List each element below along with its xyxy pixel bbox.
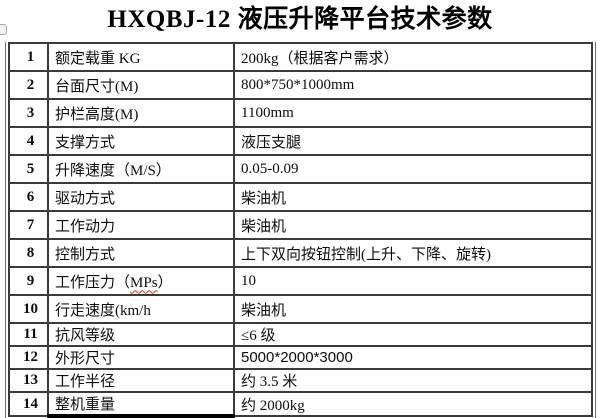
spec-name-cell: 抗风等级 [47,322,235,347]
spec-name-cell: 工作压力（MPs） [47,266,235,296]
spec-name-cell: 整机重量 [47,391,235,418]
table-row: 9 工作压力（MPs） 10 [8,266,593,296]
spec-name-cell: 支撑方式 [47,126,235,156]
spec-name-cell: 工作动力 [47,210,235,240]
row-number-cell: 10 [8,294,49,324]
spec-value-cell: 柴油机 [233,182,593,212]
table-row: 14 整机重量 约 2000kg [8,391,593,418]
table-row: 11 抗风等级 ≤6 级 [8,322,593,347]
table-row: 7 工作动力 柴油机 [8,210,593,240]
spec-name-cell: 升降速度（M/S） [47,154,235,184]
misspell-underline: MPs [130,274,158,291]
row-number-cell: 14 [8,391,49,417]
row-number-cell: 5 [8,154,49,184]
spec-name-cell: 台面尺寸(M) [47,70,235,100]
row-number-cell: 2 [8,70,49,100]
spec-name-cell: 行走速度(km/h [47,294,235,324]
spec-value-cell: 200kg（根据客户需求） [233,42,593,72]
row-number-cell: 13 [8,368,49,393]
spec-name-cell: 额定载重 KG [47,42,235,72]
spec-value-cell: 约 3.5 米 [233,368,593,393]
row-number-cell: 3 [8,98,49,128]
table-row: 1 额定载重 KG 200kg（根据客户需求） [8,42,593,72]
table-row: 8 控制方式 上下双向按钮控制(上升、下降、旋转) [8,238,593,268]
spec-value-cell: ≤6 级 [233,322,593,347]
spec-value-cell: 0.05-0.09 [233,154,593,184]
spec-value-cell: 约 2000kg [233,391,593,417]
spec-table: 1 额定载重 KG 200kg（根据客户需求） 2 台面尺寸(M) 800*75… [8,42,593,418]
spec-label-text: ） [157,274,173,291]
spec-name-cell: 驱动方式 [47,182,235,212]
spec-value-cell: 液压支腿 [233,126,593,156]
spec-value-cell: 5000*2000*3000 [233,345,593,370]
spec-value-cell: 10 [233,266,593,296]
spec-name-cell: 外形尺寸 [47,345,235,370]
spec-value-cell: 上下双向按钮控制(上升、下降、旋转) [233,238,593,268]
row-number-cell: 4 [8,126,49,156]
spec-value-cell: 800*750*1000mm [233,70,593,100]
row-number-cell: 9 [8,266,49,296]
spec-label-text: 工作压力（ [55,274,131,291]
spec-value-cell: 柴油机 [233,210,593,240]
row-number-cell: 6 [8,182,49,212]
table-row: 5 升降速度（M/S） 0.05-0.09 [8,154,593,184]
table-row: 13 工作半径 约 3.5 米 [8,368,593,393]
table-row: 12 外形尺寸 5000*2000*3000 [8,345,593,370]
table-edge-handle [0,24,7,35]
row-number-cell: 1 [8,42,49,72]
table-row: 3 护栏高度(M) 1100mm [8,98,593,128]
spec-name-cell: 护栏高度(M) [47,98,235,128]
spec-table-wrapper: 1 额定载重 KG 200kg（根据客户需求） 2 台面尺寸(M) 800*75… [5,42,596,418]
row-number-cell: 7 [8,210,49,240]
spec-name-cell: 工作半径 [47,368,235,393]
table-row: 2 台面尺寸(M) 800*750*1000mm [8,70,593,100]
table-row: 4 支撑方式 液压支腿 [8,126,593,156]
table-row: 6 驱动方式 柴油机 [8,182,593,212]
table-row: 10 行走速度(km/h 柴油机 [8,294,593,324]
spec-value-cell: 1100mm [233,98,593,128]
row-number-cell: 11 [8,322,49,347]
page-title: HXQBJ-12 液压升降平台技术参数 [107,6,493,33]
row-number-cell: 12 [8,345,49,370]
row-number-cell: 8 [8,238,49,268]
spec-value-cell: 柴油机 [233,294,593,324]
spec-name-cell: 控制方式 [47,238,235,268]
